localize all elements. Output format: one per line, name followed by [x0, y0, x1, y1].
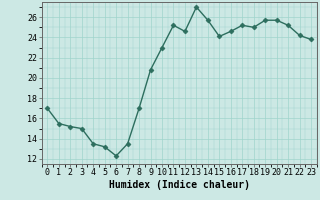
- X-axis label: Humidex (Indice chaleur): Humidex (Indice chaleur): [109, 180, 250, 190]
